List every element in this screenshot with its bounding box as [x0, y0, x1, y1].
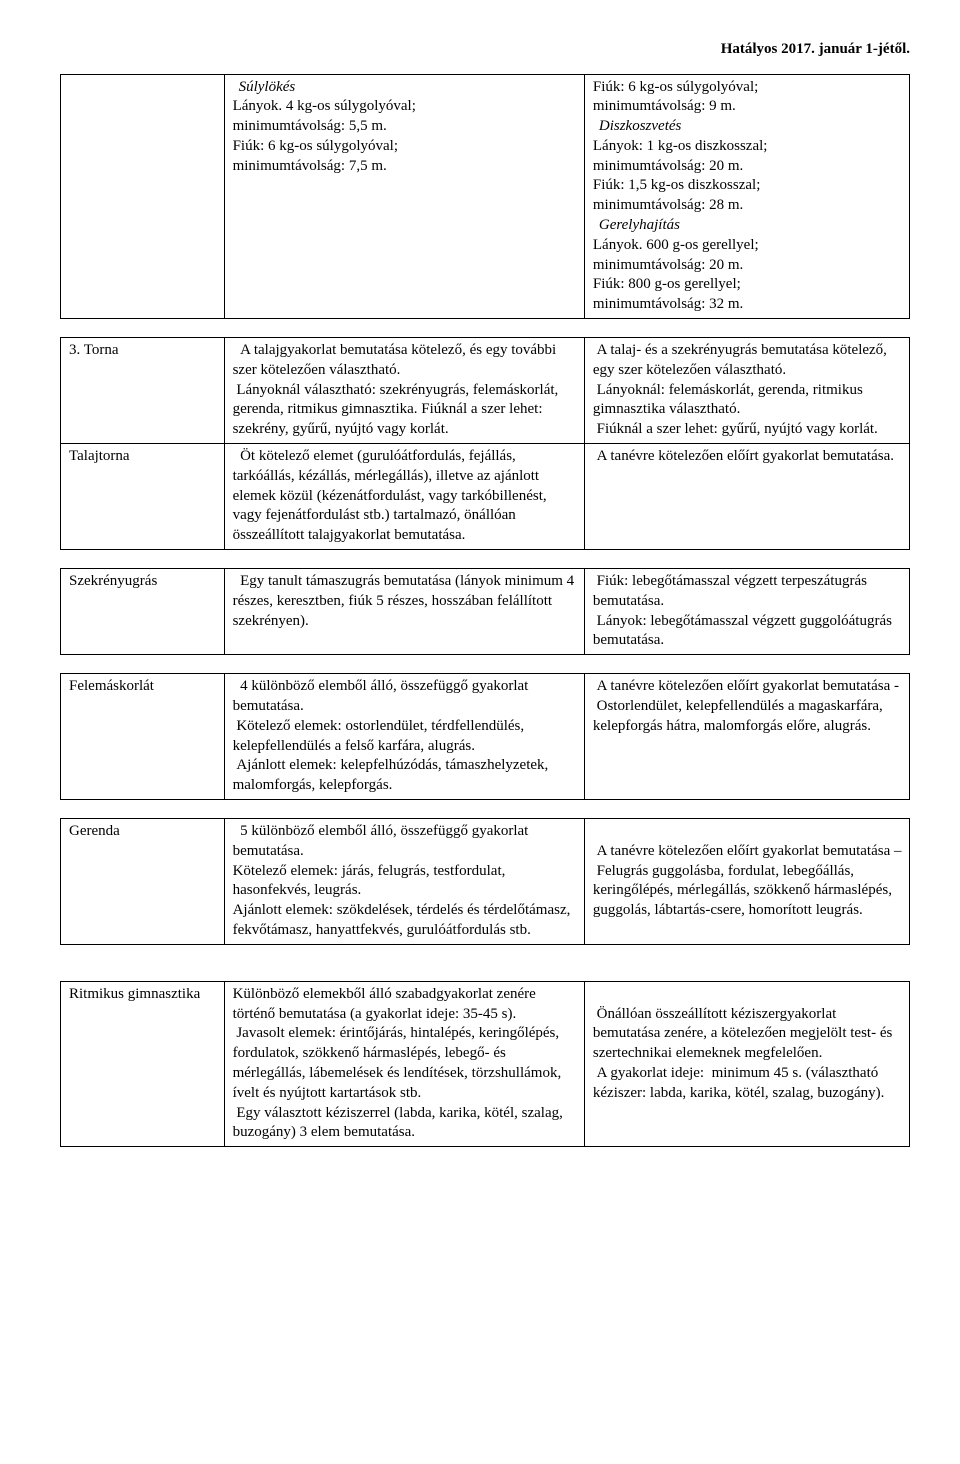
cell-col2: A talajgyakorlat bemutatása kötelező, és…: [224, 338, 584, 444]
text-line: Fiúk: 1,5 kg-os diszkosszal;: [593, 176, 903, 196]
cell-col2: 4 különböző elemből álló, összefüggő gya…: [224, 674, 584, 800]
text-line: minimumtávolság: 5,5 m.: [233, 117, 578, 137]
cell-topic: Szekrényugrás: [61, 569, 225, 655]
cell-topic: Gerenda: [61, 819, 225, 945]
text-line: Lányok: 1 kg-os diszkosszal;: [593, 137, 903, 157]
cell-col3: Önállóan összeállított kéziszergyakorlat…: [584, 981, 909, 1146]
cell-topic: Talajtorna: [61, 444, 225, 550]
cell-col3: Fiúk: 6 kg-os súlygolyóval; minimumtávol…: [584, 74, 909, 319]
cell-col2: Súlylökés Lányok. 4 kg-os súlygolyóval; …: [224, 74, 584, 319]
text-line: minimumtávolság: 7,5 m.: [233, 157, 578, 177]
page-header-effective: Hatályos 2017. január 1-jétől.: [60, 40, 910, 60]
text-line: Lányok. 4 kg-os súlygolyóval;: [233, 97, 578, 117]
text-line: minimumtávolság: 9 m.: [593, 97, 903, 117]
cell-topic: [61, 74, 225, 319]
cell-col2: Különböző elemekből álló szabadgyakorlat…: [224, 981, 584, 1146]
table-row: 3. Torna A talajgyakorlat bemutatása köt…: [61, 338, 910, 444]
text-line: minimumtávolság: 20 m.: [593, 157, 903, 177]
heading-gerelyhajitas: Gerelyhajítás: [593, 216, 903, 236]
heading-sulylokes: Súlylökés: [233, 78, 578, 98]
text-line: Lányok. 600 g-os gerellyel;: [593, 236, 903, 256]
cell-topic: Felemáskorlát: [61, 674, 225, 800]
text-line: minimumtávolság: 20 m.: [593, 256, 903, 276]
text-line: Fiúk: 800 g-os gerellyel;: [593, 275, 903, 295]
cell-topic: 3. Torna: [61, 338, 225, 444]
cell-col3: A talaj- és a szekrényugrás bemutatása k…: [584, 338, 909, 444]
table-row: Súlylökés Lányok. 4 kg-os súlygolyóval; …: [61, 74, 910, 319]
table-row: Ritmikus gimnasztika Különböző elemekből…: [61, 981, 910, 1146]
text-line: minimumtávolság: 32 m.: [593, 295, 903, 315]
cell-col2: Öt kötelező elemet (gurulóátfordulás, fe…: [224, 444, 584, 550]
table-row: Szekrényugrás Egy tanult támaszugrás bem…: [61, 569, 910, 655]
cell-topic: Ritmikus gimnasztika: [61, 981, 225, 1146]
cell-col3: A tanévre kötelezően előírt gyakorlat be…: [584, 674, 909, 800]
table-row: Felemáskorlát 4 különböző elemből álló, …: [61, 674, 910, 800]
heading-diszkoszvetes: Diszkoszvetés: [593, 117, 903, 137]
cell-col3: A tanévre kötelezően előírt gyakorlat be…: [584, 444, 909, 550]
cell-col3: A tanévre kötelezően előírt gyakorlat be…: [584, 819, 909, 945]
text-line: Fiúk: 6 kg-os súlygolyóval;: [593, 78, 903, 98]
text-line: Fiúk: 6 kg-os súlygolyóval;: [233, 137, 578, 157]
table-row: Gerenda 5 különböző elemből álló, összef…: [61, 819, 910, 945]
cell-col2: Egy tanult támaszugrás bemutatása (lányo…: [224, 569, 584, 655]
table-row: Talajtorna Öt kötelező elemet (gurulóátf…: [61, 444, 910, 550]
requirements-table: Súlylökés Lányok. 4 kg-os súlygolyóval; …: [60, 74, 910, 1148]
cell-col2: 5 különböző elemből álló, összefüggő gya…: [224, 819, 584, 945]
text-line: minimumtávolság: 28 m.: [593, 196, 903, 216]
cell-col3: Fiúk: lebegőtámasszal végzett terpeszátu…: [584, 569, 909, 655]
